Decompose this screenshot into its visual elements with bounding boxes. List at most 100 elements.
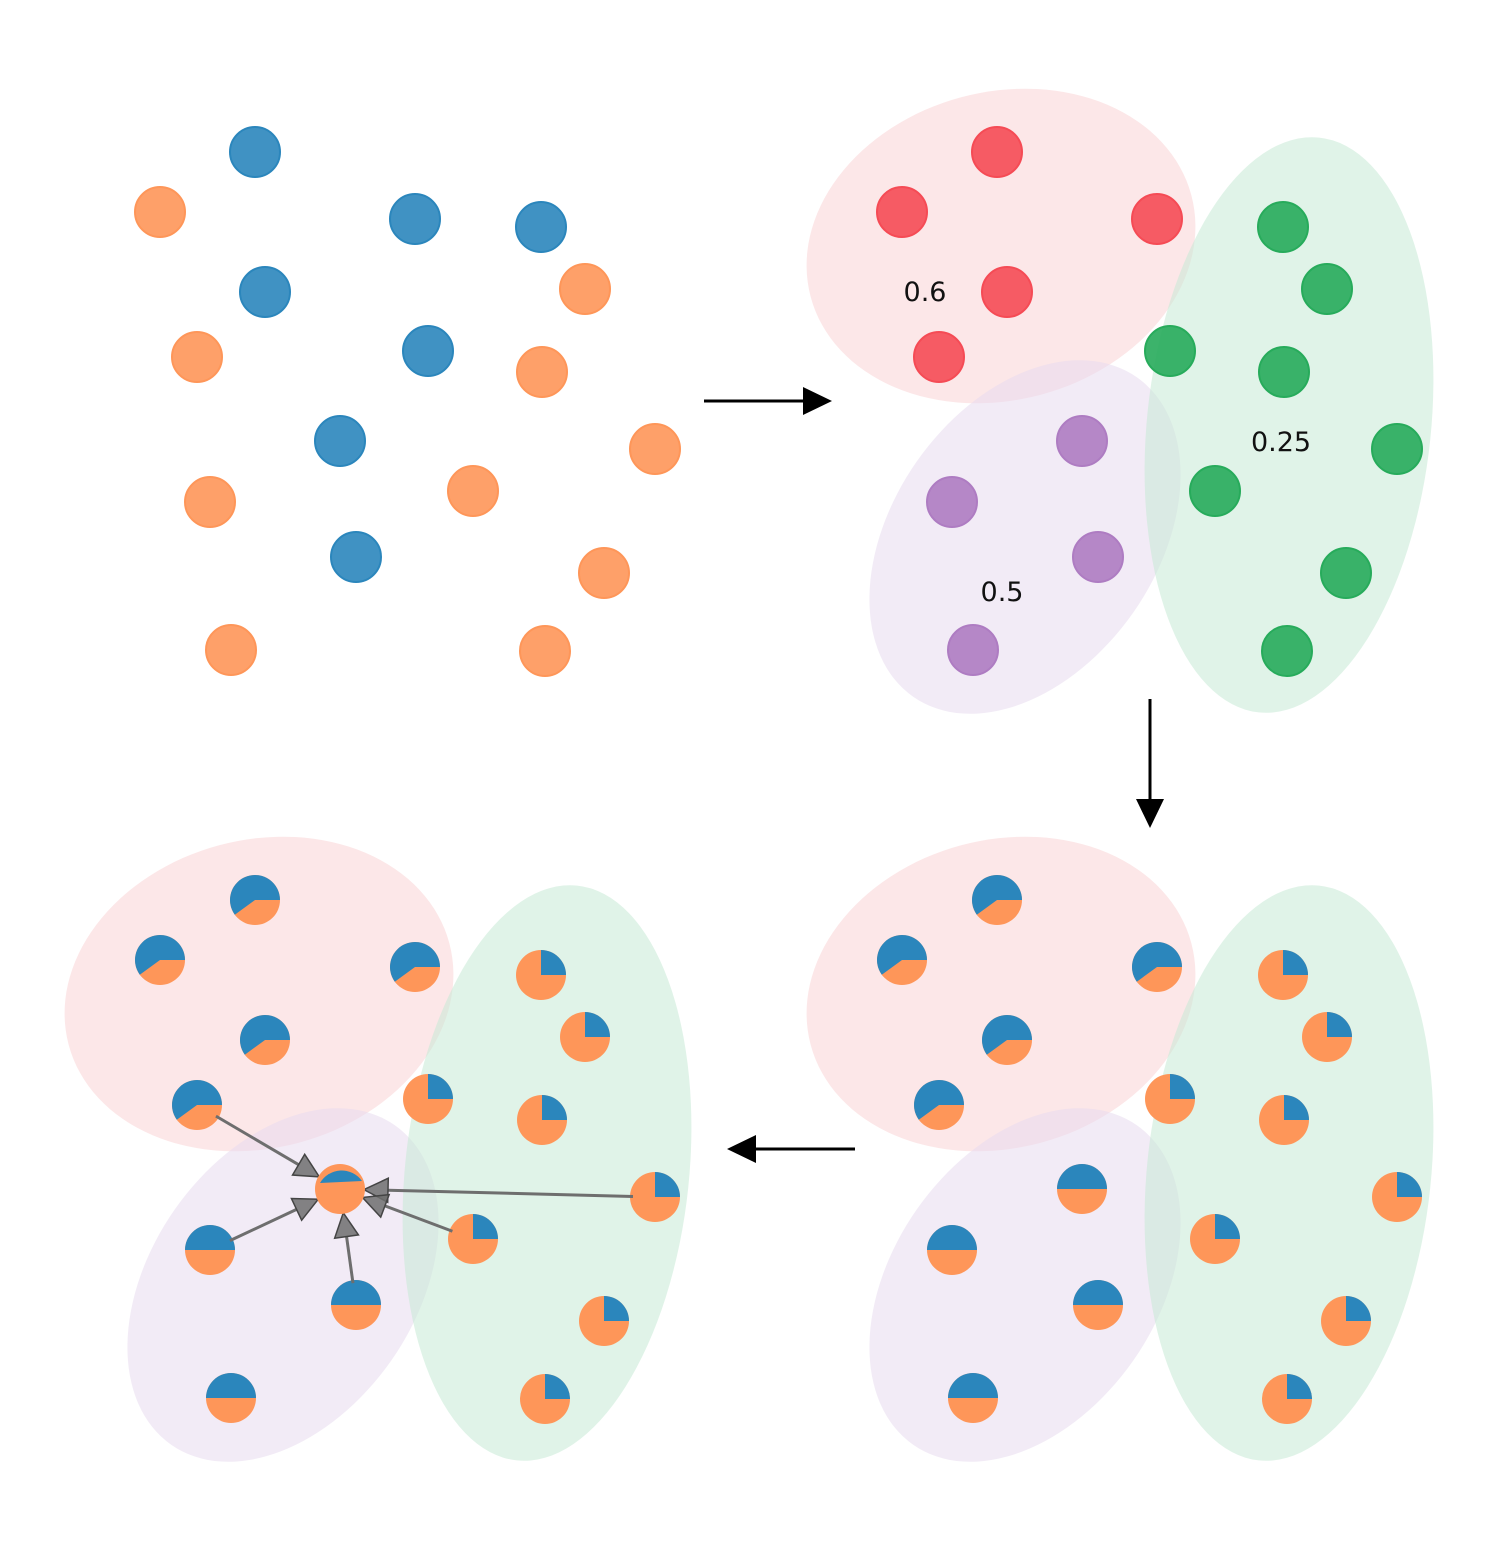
- vote-point-red-blue-slice: [240, 1015, 290, 1055]
- point-blue: [239, 266, 291, 318]
- cluster-point-purple: [926, 476, 978, 528]
- pie-point-purple: [1057, 1164, 1107, 1214]
- pie-point-green: [1259, 1095, 1309, 1145]
- cluster-point-purple: [947, 624, 999, 676]
- pie-point-purple: [927, 1225, 977, 1275]
- cluster-point-red: [971, 126, 1023, 178]
- cluster-point-green: [1320, 547, 1372, 599]
- vote-point-red-blue-slice: [390, 942, 440, 982]
- vote-point-red-blue-slice: [230, 875, 280, 915]
- vote-point-purple-blue-slice: [185, 1225, 235, 1250]
- pie-point-red: [913, 1080, 964, 1130]
- vote-point-green: [630, 1172, 680, 1222]
- pie-point-green: [1190, 1214, 1240, 1264]
- vote-point-red: [240, 1015, 290, 1065]
- cluster-point-red: [1131, 193, 1183, 245]
- point-orange: [134, 186, 186, 238]
- pie-point-green-blue-slice: [1397, 1172, 1422, 1197]
- step-arrow-right: [704, 387, 832, 415]
- pie-point-green: [1145, 1074, 1195, 1124]
- pie-point-green-blue-slice: [1215, 1214, 1240, 1239]
- point-orange: [184, 476, 236, 528]
- pie-point-green-blue-slice: [1346, 1296, 1371, 1321]
- pie-point-red: [1132, 942, 1182, 992]
- vote-point-purple: [185, 1225, 235, 1275]
- pie-point-purple-blue-slice: [1073, 1280, 1123, 1305]
- vote-point-green-blue-slice: [604, 1296, 629, 1321]
- vote-point-purple-blue-slice: [206, 1373, 256, 1398]
- pie-point-green: [1262, 1374, 1312, 1424]
- cluster-point-red: [981, 266, 1033, 318]
- vote-point-purple: [206, 1373, 256, 1423]
- point-orange: [559, 263, 611, 315]
- cluster-point-purple: [1072, 531, 1124, 583]
- pie-point-red: [876, 935, 927, 985]
- cluster-point-green: [1371, 423, 1423, 475]
- cluster-point-purple: [1056, 415, 1108, 467]
- step-arrow-left: [727, 1135, 855, 1163]
- vote-point-red: [172, 1080, 222, 1130]
- pie-point-purple: [948, 1373, 998, 1423]
- vote-point-green-blue-slice: [545, 1374, 570, 1399]
- point-blue: [402, 325, 454, 377]
- cluster-point-green: [1257, 201, 1309, 253]
- vote-point-red: [135, 935, 185, 985]
- step-arrow-down: [1136, 699, 1164, 828]
- vote-point-purple: [331, 1280, 381, 1330]
- point-orange: [578, 547, 630, 599]
- pie-point-red: [982, 1015, 1032, 1065]
- pie-point-green: [1321, 1296, 1371, 1346]
- cluster-point-green: [1258, 346, 1310, 398]
- pie-point-green: [1258, 950, 1308, 1000]
- vote-point-green-blue-slice: [655, 1172, 680, 1197]
- pie-point-red-blue-slice: [1132, 942, 1182, 982]
- point-orange: [171, 331, 223, 383]
- pie-point-red-blue-slice: [876, 935, 927, 975]
- vote-point-green-blue-slice: [473, 1214, 498, 1239]
- vote-region-red: [64, 836, 454, 1152]
- cluster-point-green: [1144, 325, 1196, 377]
- point-orange: [629, 423, 681, 475]
- pie-point-green: [1302, 1012, 1352, 1062]
- vote-point-red-blue-slice: [172, 1080, 222, 1120]
- query-blue: [320, 1170, 362, 1183]
- panel-neighbor-vote: [64, 836, 692, 1462]
- pie-point-red-blue-slice: [982, 1015, 1032, 1055]
- vote-point-green: [403, 1074, 453, 1124]
- vote-point-red-blue-slice: [135, 935, 185, 975]
- panel-clusters: [806, 88, 1434, 714]
- vote-point-red: [230, 875, 280, 925]
- vote-point-green: [516, 950, 566, 1000]
- vote-point-green: [520, 1374, 570, 1424]
- pie-point-purple-blue-slice: [927, 1225, 977, 1250]
- pie-point-green-blue-slice: [1287, 1374, 1312, 1399]
- cluster-region-red: [806, 88, 1196, 404]
- vote-point-green-blue-slice: [542, 1095, 567, 1120]
- point-blue: [314, 415, 366, 467]
- neighbor-arrow: [215, 1114, 321, 1178]
- point-orange: [205, 624, 257, 676]
- pie-point-green-blue-slice: [1284, 1095, 1309, 1120]
- pie-point-red-blue-slice: [913, 1080, 964, 1120]
- vote-point-green-blue-slice: [585, 1012, 610, 1037]
- panel-cluster-pies: [806, 836, 1434, 1462]
- point-blue: [229, 126, 281, 178]
- cluster-point-red: [876, 186, 928, 238]
- cluster-label-green: 0.25: [1251, 427, 1311, 458]
- cluster-point-red: [913, 331, 965, 383]
- point-orange: [447, 465, 499, 517]
- point-blue: [389, 193, 441, 245]
- cluster-point-green: [1301, 263, 1353, 315]
- vote-point-purple-blue-slice: [331, 1280, 381, 1305]
- pie-point-green-blue-slice: [1283, 950, 1308, 975]
- pie-point-green-blue-slice: [1327, 1012, 1352, 1037]
- cluster-point-green: [1261, 625, 1313, 677]
- cluster-label-purple: 0.5: [981, 577, 1024, 608]
- vote-point-green: [517, 1095, 567, 1145]
- vote-point-green-blue-slice: [541, 950, 566, 975]
- vote-point-green: [560, 1012, 610, 1062]
- vote-point-green-blue-slice: [428, 1074, 453, 1099]
- vote-point-green: [579, 1296, 629, 1346]
- point-blue: [330, 531, 382, 583]
